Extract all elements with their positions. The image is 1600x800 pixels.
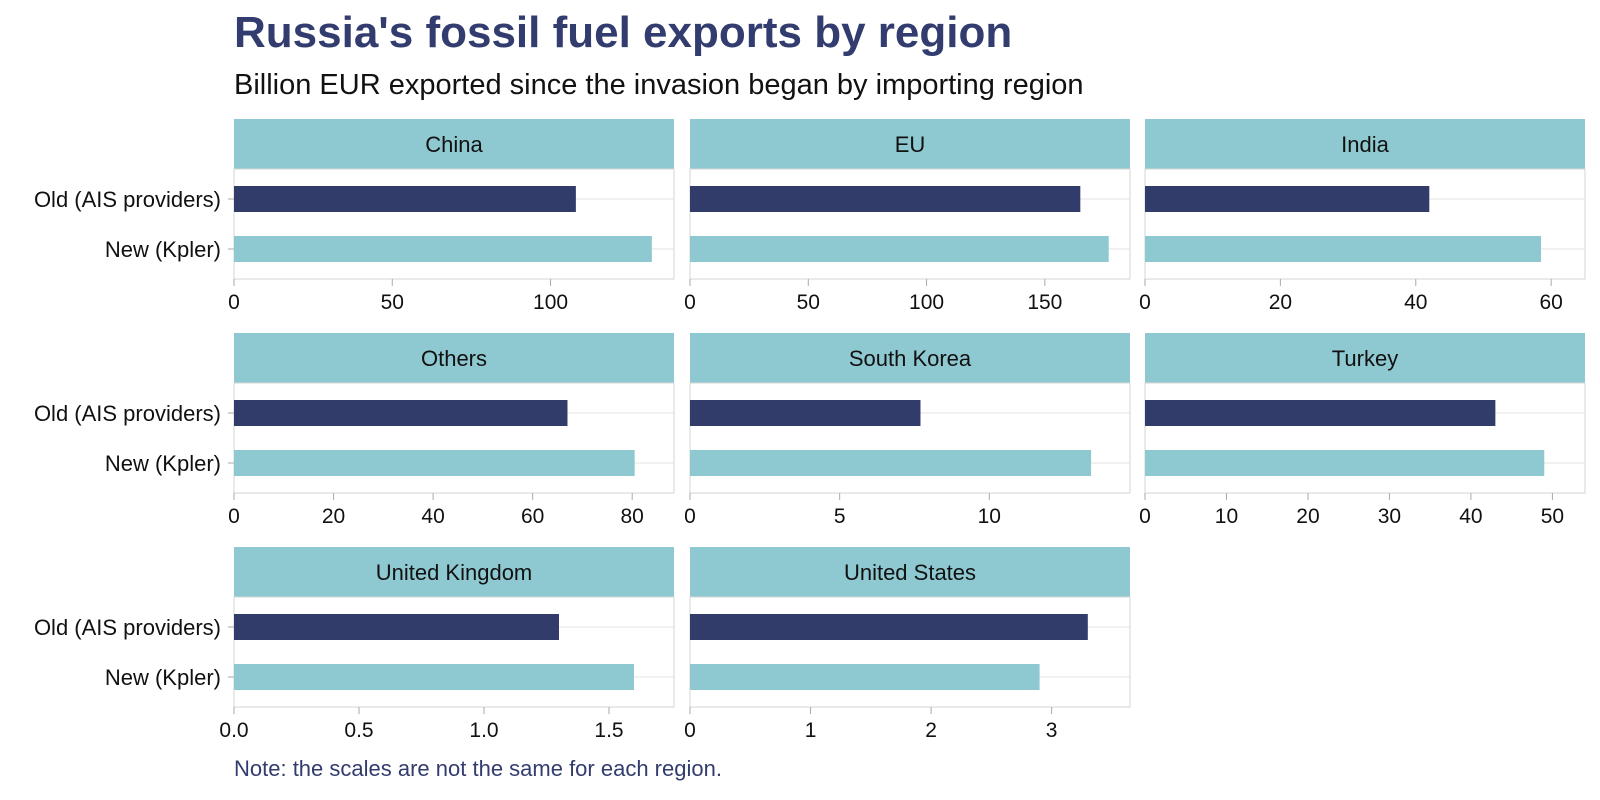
panel-strip <box>234 547 674 597</box>
x-tick-label: 1.5 <box>594 719 623 742</box>
x-tick-label: 10 <box>978 505 1001 528</box>
bar-new-kpler <box>690 664 1040 690</box>
bar-old-ais-providers <box>690 400 921 426</box>
footnote: Note: the scales are not the same for ea… <box>234 756 722 781</box>
x-tick-label: 100 <box>909 291 944 314</box>
y-category-label: Old (AIS providers) <box>34 401 221 426</box>
panel-turkey: Turkey 0 10 20 30 40 50 <box>1139 333 1586 528</box>
x-tick-label: 2 <box>925 719 937 742</box>
bar-new-kpler <box>690 450 1092 476</box>
panel-border <box>233 168 675 280</box>
bar-old-ais-providers <box>1145 186 1430 212</box>
x-tick-label: 5 <box>834 505 846 528</box>
panel-strip-label: Others <box>421 346 487 371</box>
x-tick-label: 40 <box>421 505 444 528</box>
x-tick-label: 150 <box>1027 291 1062 314</box>
bar-old-ais-providers <box>234 614 559 640</box>
x-tick-label: 0 <box>1139 291 1151 314</box>
x-tick-label: 0 <box>1139 505 1151 528</box>
panel-strip <box>1145 333 1585 383</box>
x-tick-label: 40 <box>1459 505 1482 528</box>
panel-border <box>233 596 675 708</box>
panel-india: India 0 20 40 60 <box>1139 119 1586 314</box>
x-tick-label: 80 <box>621 505 644 528</box>
bar-new-kpler <box>234 664 634 690</box>
panel-strip-label: United Kingdom <box>376 560 533 585</box>
panel-border <box>1144 168 1586 280</box>
bar-old-ais-providers <box>234 186 576 212</box>
panel-strip-label: Turkey <box>1332 346 1398 371</box>
x-tick-label: 1.0 <box>469 719 498 742</box>
panel-south-korea: South Korea 0 5 10 <box>684 333 1131 528</box>
panel-china: China 0 50 100 Old (AIS providers) New (Kpler… <box>34 119 675 314</box>
x-tick-label: 0 <box>684 719 696 742</box>
bar-new-kpler <box>234 450 635 476</box>
x-tick-label: 60 <box>521 505 544 528</box>
bar-old-ais-providers <box>690 186 1081 212</box>
panel-strip <box>1145 119 1585 169</box>
panel-strip <box>690 333 1130 383</box>
panel-united-kingdom: United Kingdom 0.0 0.5 1.0 1.5 Old (AIS provi… <box>34 547 675 742</box>
x-tick-label: 20 <box>1296 505 1319 528</box>
bar-new-kpler <box>1145 450 1545 476</box>
x-tick-label: 0 <box>228 291 240 314</box>
panel-strip-label: China <box>425 132 483 157</box>
x-tick-label: 30 <box>1378 505 1401 528</box>
x-tick-label: 0 <box>684 505 696 528</box>
panel-border <box>1144 382 1586 494</box>
x-tick-label: 40 <box>1404 291 1427 314</box>
x-tick-label: 100 <box>533 291 568 314</box>
x-tick-label: 3 <box>1046 719 1058 742</box>
y-category-label: New (Kpler) <box>105 665 221 690</box>
panel-border <box>689 168 1131 280</box>
bar-new-kpler <box>690 236 1109 262</box>
panel-others: Others 0 20 40 60 80 Old (AIS providers) New (K… <box>34 333 675 528</box>
bar-old-ais-providers <box>1145 400 1496 426</box>
x-tick-label: 0 <box>228 505 240 528</box>
bar-new-kpler <box>234 236 652 262</box>
x-tick-label: 50 <box>797 291 820 314</box>
bar-old-ais-providers <box>690 614 1088 640</box>
panel-border <box>689 596 1131 708</box>
panel-strip <box>690 547 1130 597</box>
panel-strip <box>234 333 674 383</box>
panel-united-states: United States 0 1 2 3 <box>684 547 1131 742</box>
x-tick-label: 0 <box>684 291 696 314</box>
bar-new-kpler <box>1145 236 1541 262</box>
y-category-label: Old (AIS providers) <box>34 187 221 212</box>
x-tick-label: 10 <box>1215 505 1238 528</box>
y-category-label: Old (AIS providers) <box>34 615 221 640</box>
x-tick-label: 0.5 <box>344 719 373 742</box>
x-tick-label: 60 <box>1539 291 1562 314</box>
bar-old-ais-providers <box>234 400 568 426</box>
panel-strip-label: India <box>1341 132 1389 157</box>
y-category-label: New (Kpler) <box>105 451 221 476</box>
panel-strip-label: EU <box>895 132 926 157</box>
panel-eu: EU 0 50 100 150 <box>684 119 1131 314</box>
chart-title: Russia's fossil fuel exports by region <box>234 8 1013 57</box>
x-tick-label: 20 <box>322 505 345 528</box>
x-tick-label: 50 <box>1541 505 1564 528</box>
x-tick-label: 20 <box>1269 291 1292 314</box>
panel-strip <box>234 119 674 169</box>
x-tick-label: 0.0 <box>219 719 248 742</box>
panel-strip-label: United States <box>844 560 976 585</box>
panel-border <box>233 382 675 494</box>
panel-strip-label: South Korea <box>849 346 972 371</box>
panel-border <box>689 382 1131 494</box>
y-category-label: New (Kpler) <box>105 237 221 262</box>
x-tick-label: 50 <box>381 291 404 314</box>
x-tick-label: 1 <box>805 719 817 742</box>
panel-strip <box>690 119 1130 169</box>
chart-subtitle: Billion EUR exported since the invasion … <box>234 69 1084 101</box>
